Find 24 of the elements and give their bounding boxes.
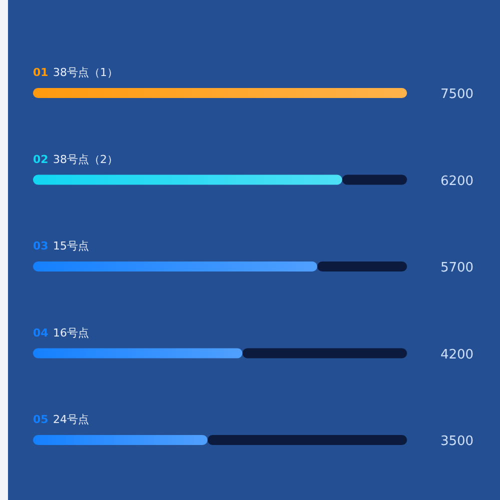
y-tick-label: 38号点（2）	[53, 152, 118, 166]
y-tick-label: 15号点	[53, 240, 89, 252]
annotation: 02	[33, 152, 48, 166]
y-tick-label: 38号点（1）	[53, 66, 118, 79]
bar	[33, 348, 242, 358]
data-label: 6200	[440, 174, 474, 189]
bar	[242, 348, 407, 358]
bar	[33, 262, 318, 272]
annotation: 03	[33, 240, 48, 252]
y-tick-label: 16号点	[53, 326, 89, 340]
y-tick-label: 24号点	[53, 413, 89, 426]
annotation: 04	[33, 326, 49, 340]
data-label: 4200	[440, 347, 474, 362]
bar	[33, 435, 208, 445]
annotation: 05	[33, 413, 48, 426]
annotation: 01	[33, 66, 48, 79]
bar	[342, 174, 407, 185]
data-label: 7500	[440, 87, 474, 102]
bar	[317, 262, 407, 272]
data-label: 5700	[440, 260, 474, 276]
bar	[33, 88, 407, 98]
bar	[33, 174, 342, 185]
data-label: 3500	[440, 434, 474, 449]
bar	[208, 435, 407, 445]
